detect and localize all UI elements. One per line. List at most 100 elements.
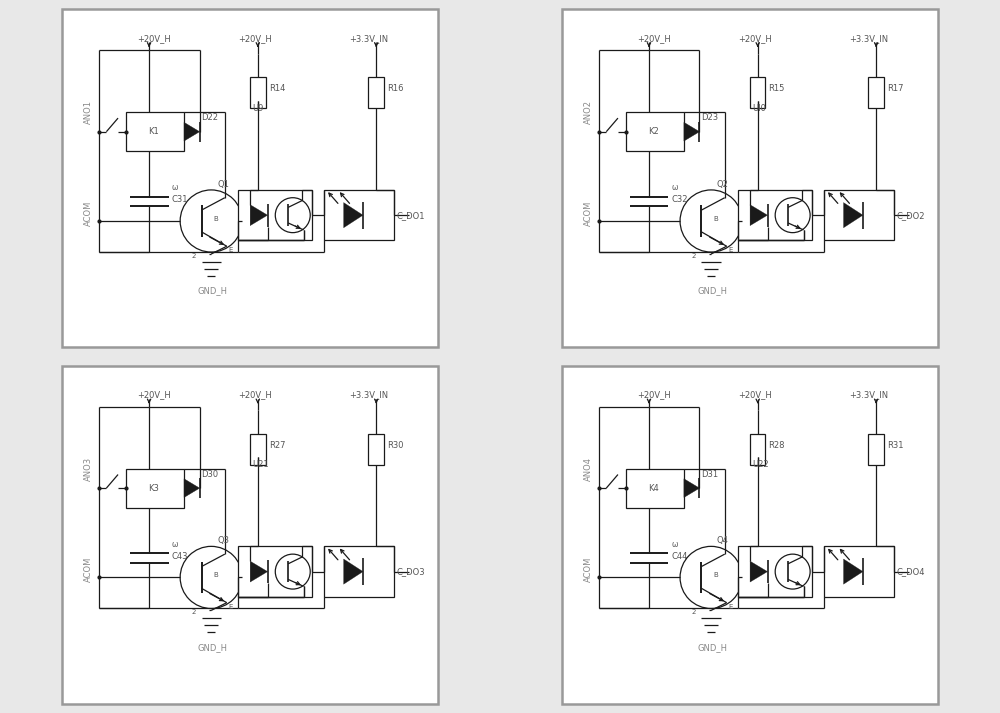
Text: ω: ω [172,540,178,549]
Text: GND_H: GND_H [698,287,728,295]
Text: E: E [729,247,733,253]
FancyBboxPatch shape [562,9,938,347]
Text: R27: R27 [269,441,285,450]
Text: ANO2: ANO2 [584,101,593,124]
Text: +20V_H: +20V_H [738,34,772,43]
Text: 2: 2 [192,610,196,615]
Text: D30: D30 [202,470,219,478]
Text: C_DO2: C_DO2 [897,210,925,220]
Text: C31: C31 [172,195,188,204]
Text: 2: 2 [192,253,196,259]
Text: Q2: Q2 [717,180,729,189]
Text: U22: U22 [752,461,769,469]
Text: ACOM: ACOM [84,200,93,226]
Text: C44: C44 [672,552,688,560]
Text: ANO4: ANO4 [584,457,593,481]
Text: +20V_H: +20V_H [238,34,272,43]
Polygon shape [684,123,699,141]
Polygon shape [344,202,363,227]
Bar [868,434,884,465]
Polygon shape [184,479,200,498]
Polygon shape [844,559,863,584]
FancyBboxPatch shape [562,366,938,704]
Text: E: E [229,247,233,253]
Text: +3.3V_IN: +3.3V_IN [349,391,388,399]
Bar [250,77,266,108]
Text: C_DO4: C_DO4 [897,567,925,576]
Text: GND_H: GND_H [198,643,228,652]
Text: +3.3V_IN: +3.3V_IN [849,391,888,399]
Text: K4: K4 [648,483,659,493]
Text: Q1: Q1 [217,180,229,189]
Text: GND_H: GND_H [698,643,728,652]
Bar [738,190,812,240]
Polygon shape [250,561,268,582]
Text: +20V_H: +20V_H [738,391,772,399]
Text: Q4: Q4 [717,536,729,545]
Text: E: E [729,603,733,610]
Text: U9: U9 [252,104,263,113]
Text: GND_H: GND_H [198,287,228,295]
Text: K3: K3 [148,483,159,493]
Bar [324,190,394,240]
Text: R16: R16 [387,84,404,93]
Bar [824,546,894,597]
Text: +20V_H: +20V_H [137,391,171,399]
Polygon shape [844,202,863,227]
Polygon shape [184,123,200,141]
Text: ANO1: ANO1 [84,101,93,124]
Bar [126,112,184,151]
Text: +20V_H: +20V_H [238,391,272,399]
Text: D23: D23 [701,113,719,122]
Text: +20V_H: +20V_H [137,34,171,43]
FancyBboxPatch shape [62,366,438,704]
Bar [868,77,884,108]
Text: ACOM: ACOM [84,557,93,583]
Text: R31: R31 [887,441,904,450]
Bar [626,112,684,151]
Bar [238,190,312,240]
Polygon shape [750,205,768,225]
Text: R14: R14 [269,84,285,93]
Text: ACOM: ACOM [584,557,593,583]
Text: C_DO1: C_DO1 [397,210,425,220]
Text: ANO3: ANO3 [84,456,93,481]
Bar [250,434,266,465]
Text: B: B [213,573,218,578]
Text: UI0: UI0 [752,104,766,113]
Bar [126,468,184,508]
Polygon shape [684,479,699,498]
Polygon shape [750,561,768,582]
Text: 2: 2 [691,253,696,259]
Text: D22: D22 [202,113,219,122]
Text: E: E [229,603,233,610]
Text: B: B [713,216,718,222]
Bar [626,468,684,508]
Text: R15: R15 [769,84,785,93]
Text: +3.3V_IN: +3.3V_IN [349,34,388,43]
Text: B: B [713,573,718,578]
Polygon shape [344,559,363,584]
Text: K1: K1 [148,127,159,136]
Bar [324,546,394,597]
Bar [750,77,765,108]
Text: Q3: Q3 [217,536,229,545]
Text: U21: U21 [252,461,269,469]
Polygon shape [250,205,268,225]
Bar [238,546,312,597]
Bar [738,546,812,597]
Text: +3.3V_IN: +3.3V_IN [849,34,888,43]
Bar [368,434,384,465]
Bar [824,190,894,240]
Text: K2: K2 [648,127,659,136]
Text: ω: ω [672,183,678,193]
Bar [368,77,384,108]
Text: 2: 2 [691,610,696,615]
Text: C_DO3: C_DO3 [397,567,425,576]
Text: +20V_H: +20V_H [637,34,671,43]
Text: R28: R28 [769,441,785,450]
Text: C43: C43 [172,552,188,560]
Text: B: B [213,216,218,222]
Bar [750,434,765,465]
Text: ω: ω [172,183,178,193]
